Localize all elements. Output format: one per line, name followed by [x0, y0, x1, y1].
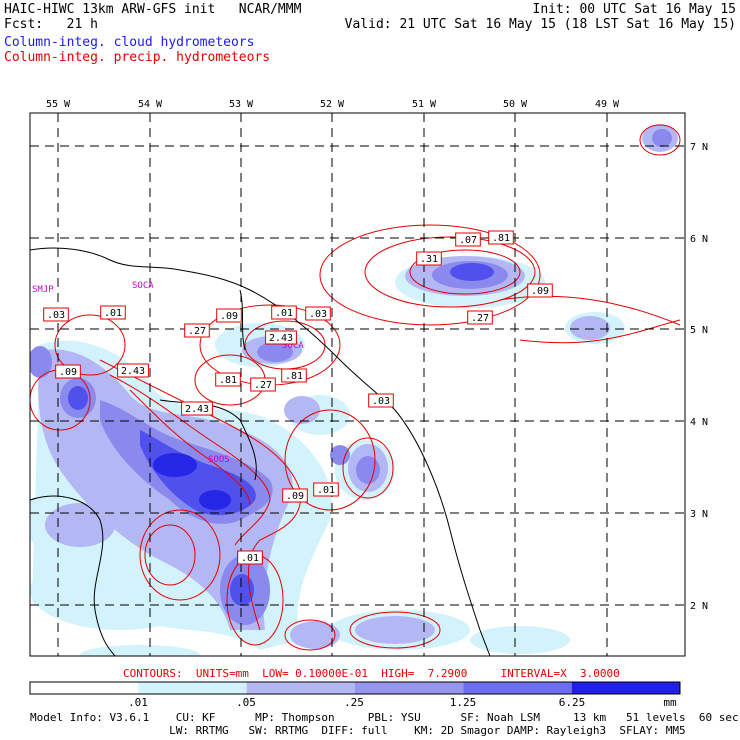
contour-label: .07: [455, 232, 481, 247]
lat-label: 5 N: [690, 325, 708, 336]
contour-label-text: .81: [285, 371, 303, 382]
lon-label: 49 W: [595, 99, 620, 110]
contour-label-text: .09: [531, 286, 549, 297]
longitude-labels: 55 W 54 W 53 W 52 W 51 W 50 W 49 W: [46, 99, 620, 110]
lat-label: 4 N: [690, 417, 708, 428]
contour-label: .03: [305, 306, 331, 321]
contour-label-text: .31: [420, 254, 438, 265]
contour-label-text: .81: [492, 233, 510, 244]
field-precip-label: Column-integ. precip. hydrometeors: [4, 50, 271, 65]
contour-label-text: 2.43: [269, 333, 293, 344]
contour-label: .01: [313, 482, 339, 497]
contour-label: 2.43: [265, 330, 297, 345]
contour-label-text: .09: [286, 491, 304, 502]
map-frame: [29, 112, 686, 657]
contour-label: .81: [488, 230, 514, 245]
lon-label: 53 W: [229, 99, 254, 110]
contour-label-text: .01: [317, 485, 335, 496]
contour-label-text: 2.43: [121, 366, 145, 377]
station-labels: SMJP SOCA SOCA SOOS: [32, 281, 304, 465]
model-info-line2: LW: RRTMG SW: RRTMG DIFF: full KM: 2D Sm…: [30, 724, 686, 737]
lon-label: 55 W: [46, 99, 71, 110]
coastlines: [30, 247, 491, 656]
lat-label: 2 N: [690, 601, 708, 612]
contour-label: .01: [237, 550, 263, 565]
lon-label: 51 W: [412, 99, 437, 110]
contour-label-text: .81: [219, 375, 237, 386]
latitude-labels: 7 N 6 N 5 N 4 N 3 N 2 N: [690, 142, 708, 612]
contour-label: .01: [271, 305, 297, 320]
contour-label: .03: [368, 393, 394, 408]
field-cloud-label: Column-integ. cloud hydrometeors: [4, 35, 255, 50]
contour-label-text: .01: [104, 308, 122, 319]
contour-label: .27: [467, 310, 493, 325]
contour-label: .31: [416, 251, 442, 266]
contour-label-text: .27: [188, 326, 206, 337]
contour-label-text: 2.43: [185, 404, 209, 415]
contour-label-text: .03: [372, 396, 390, 407]
lat-label: 6 N: [690, 234, 708, 245]
contour-label: .81: [215, 372, 241, 387]
station-label: SOCA: [282, 341, 304, 351]
contour-label: .27: [184, 323, 210, 338]
model-info-line1: Model Info: V3.6.1 CU: KF MP: Thompson P…: [30, 711, 739, 724]
plot-title: HAIC-HIWC 13km ARW-GFS init NCAR/MMM: [4, 2, 302, 17]
contour-label: .09: [216, 308, 242, 323]
contour-label-text: .01: [275, 308, 293, 319]
contour-label-text: .27: [471, 313, 489, 324]
contour-label: .81: [281, 368, 307, 383]
station-label: SOCA: [132, 281, 154, 291]
lon-label: 54 W: [138, 99, 163, 110]
graticule: [30, 113, 685, 656]
contour-label-text: .27: [254, 380, 272, 391]
valid-time: Valid: 21 UTC Sat 16 May 15 (18 LST Sat …: [344, 17, 736, 32]
lon-label: 52 W: [320, 99, 345, 110]
lat-label: 7 N: [690, 142, 708, 153]
forecast-hour: Fcst: 21 h: [4, 17, 98, 32]
contour-label: .09: [55, 364, 81, 379]
contour-label-text: .03: [47, 310, 65, 321]
contour-label: .01: [100, 305, 126, 320]
lat-label: 3 N: [690, 509, 708, 520]
contour-label: 2.43: [117, 363, 149, 378]
contour-label: .09: [282, 488, 308, 503]
filled-cloud-field: [30, 124, 678, 656]
contour-label: 2.43: [181, 401, 213, 416]
contour-labels: .03 .01 .27 .09 .01 .03 .09 2.43 2.43 .81 .27 .81 .0…: [43, 230, 553, 565]
contour-info: CONTOURS: UNITS=mm LOW= 0.10000E-01 HIGH…: [123, 667, 620, 680]
contour-label-text: .07: [459, 235, 477, 246]
contour-label: .03: [43, 307, 69, 322]
station-label: SOOS: [208, 455, 230, 465]
contour-label-text: .03: [309, 309, 327, 320]
contour-label-text: .01: [241, 553, 259, 564]
lon-label: 50 W: [503, 99, 528, 110]
contour-label: .09: [527, 283, 553, 298]
station-label: SMJP: [32, 285, 54, 295]
contour-label-text: .09: [220, 311, 238, 322]
contour-label-text: .09: [59, 367, 77, 378]
contour-label: .27: [250, 377, 276, 392]
init-time: Init: 00 UTC Sat 16 May 15: [532, 2, 737, 17]
